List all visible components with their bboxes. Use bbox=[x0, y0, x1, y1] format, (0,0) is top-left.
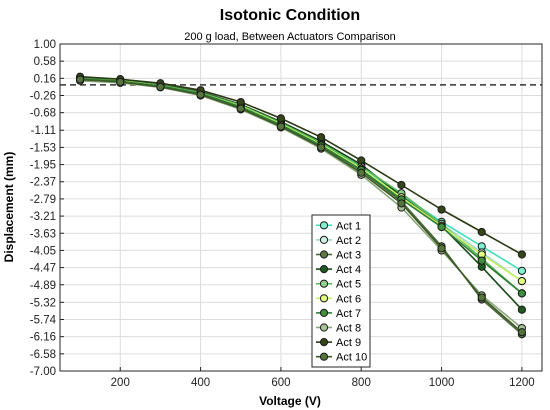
data-point bbox=[316, 143, 326, 152]
legend-marker bbox=[319, 308, 329, 317]
data-point bbox=[517, 305, 527, 314]
data-point bbox=[397, 199, 406, 208]
x-tick-label: 600 bbox=[271, 377, 290, 389]
y-tick-label: -4.89 bbox=[30, 280, 56, 292]
legend-marker bbox=[319, 279, 329, 288]
data-point bbox=[437, 223, 446, 232]
data-point bbox=[517, 328, 527, 337]
legend-entry-label: Act 2 bbox=[336, 235, 361, 247]
y-axis-label: Displacement (mm) bbox=[2, 152, 16, 263]
legend-entry-label: Act 5 bbox=[336, 279, 361, 291]
y-tick-label: -2.37 bbox=[30, 177, 56, 189]
y-tick-label: -6.58 bbox=[30, 349, 56, 361]
series-line bbox=[80, 75, 523, 256]
legend-entry-label: Act 6 bbox=[336, 293, 361, 305]
data-point bbox=[156, 82, 165, 92]
x-tick-label: 200 bbox=[111, 377, 130, 389]
y-tick-labels: 1.00 0.58 0.16 -0.26 -0.68 -1.11 -1.53 -1.95 -2.… bbox=[30, 39, 57, 378]
data-point bbox=[276, 122, 286, 131]
data-point bbox=[437, 205, 446, 214]
data-point bbox=[477, 227, 486, 237]
chart-subtitle: 200 g load, Between Actuators Comparison bbox=[184, 31, 396, 43]
data-point bbox=[397, 180, 406, 190]
y-tick-label: 0.58 bbox=[34, 56, 56, 68]
data-point bbox=[316, 133, 326, 142]
series-act-10 bbox=[75, 75, 527, 337]
series-line bbox=[80, 78, 523, 333]
legend-entry-label: Act 9 bbox=[336, 337, 361, 349]
data-point bbox=[357, 168, 366, 177]
y-tick-label: 1.00 bbox=[34, 39, 56, 51]
legend: Act 1 Act 2 Act 3 Act 4 Act 5 Act 6 Act 7 Act 8… bbox=[311, 214, 371, 368]
y-tick-label: -1.11 bbox=[31, 125, 56, 137]
x-axis-label: Voltage (V) bbox=[259, 394, 321, 408]
legend-marker bbox=[319, 265, 329, 274]
y-tick-label: 0.16 bbox=[34, 73, 56, 85]
series-act-9 bbox=[75, 72, 527, 259]
y-tick-label: -1.53 bbox=[30, 142, 56, 154]
legend-marker bbox=[319, 221, 329, 230]
x-tick-label: 1000 bbox=[429, 377, 455, 389]
x-tick-label: 1200 bbox=[509, 377, 535, 389]
legend-entry-label: Act 4 bbox=[336, 264, 361, 276]
y-tick-label: -7.00 bbox=[30, 366, 56, 378]
y-tick-label: -4.05 bbox=[30, 245, 56, 257]
y-tick-label: -3.63 bbox=[30, 228, 56, 240]
data-point bbox=[517, 289, 527, 298]
series-lines bbox=[75, 72, 527, 339]
legend-entry-label: Act 1 bbox=[336, 220, 361, 232]
data-point bbox=[477, 256, 486, 265]
legend-marker bbox=[319, 294, 329, 303]
data-point bbox=[116, 77, 125, 87]
chart-title: Isotonic Condition bbox=[220, 7, 360, 24]
data-point bbox=[357, 156, 366, 165]
data-point bbox=[75, 75, 85, 84]
y-tick-label: -1.95 bbox=[30, 160, 56, 172]
legend-entry-label: Act 10 bbox=[336, 352, 367, 364]
legend-entry-label: Act 8 bbox=[336, 323, 361, 335]
y-tick-label: -5.74 bbox=[30, 314, 57, 326]
legend-marker bbox=[319, 352, 329, 361]
x-tick-label: 400 bbox=[191, 377, 210, 389]
x-tick-labels: 200 400 600 800 1000 1200 bbox=[111, 377, 535, 389]
y-tick-label: -0.26 bbox=[30, 91, 56, 103]
y-tick-label: -3.21 bbox=[30, 211, 56, 223]
data-point bbox=[517, 266, 527, 275]
data-point bbox=[276, 114, 286, 123]
data-point bbox=[517, 250, 527, 259]
data-point bbox=[236, 104, 245, 113]
y-tick-label: -2.79 bbox=[30, 194, 56, 206]
plot-frame bbox=[59, 43, 543, 372]
y-tick-label: -0.68 bbox=[30, 108, 56, 120]
y-tick-label: -4.47 bbox=[30, 263, 56, 275]
y-tick-label: -6.16 bbox=[30, 332, 56, 344]
legend-entry-label: Act 3 bbox=[336, 250, 361, 262]
legend-entry-label: Act 7 bbox=[336, 308, 361, 320]
y-tick-label: -5.32 bbox=[30, 297, 56, 309]
legend-marker bbox=[319, 235, 329, 244]
data-point bbox=[517, 276, 527, 286]
grid-lines bbox=[60, 43, 542, 372]
x-tick-label: 800 bbox=[352, 377, 371, 389]
legend-marker bbox=[319, 250, 329, 259]
data-point bbox=[477, 293, 486, 302]
legend-marker bbox=[319, 323, 329, 332]
legend-marker bbox=[319, 338, 329, 347]
data-point bbox=[437, 244, 446, 253]
data-point bbox=[196, 90, 205, 99]
